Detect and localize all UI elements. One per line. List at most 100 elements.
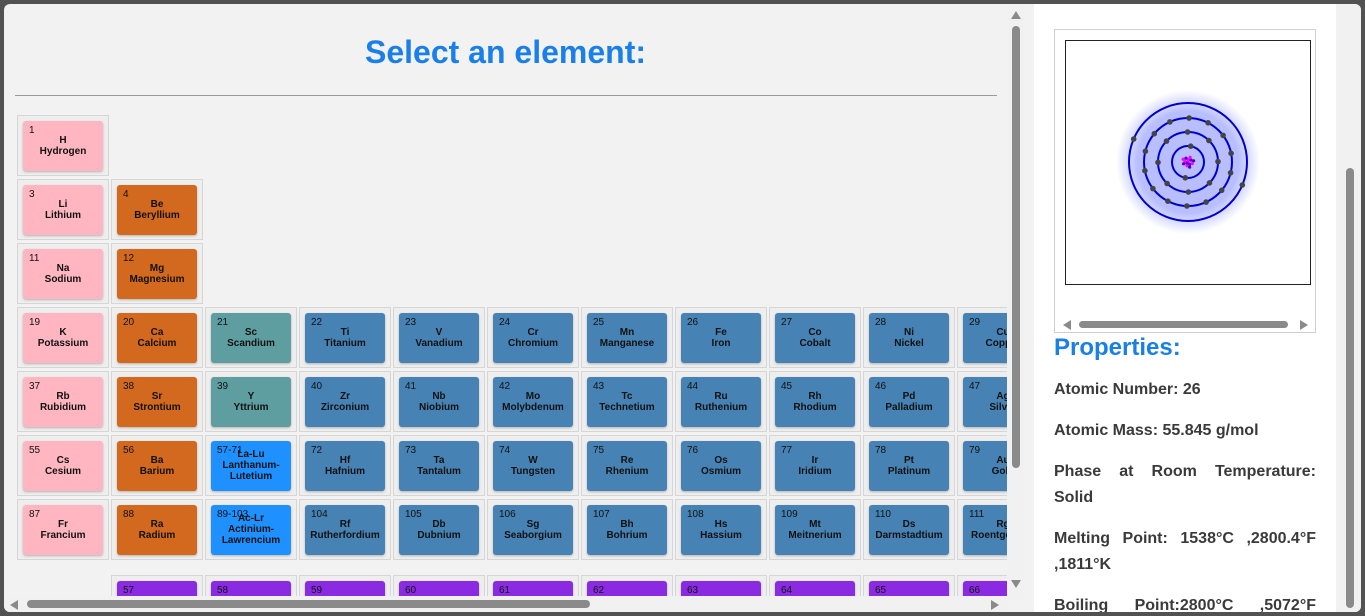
details-vertical-scrollbar[interactable] (1338, 4, 1361, 612)
element-tile[interactable]: 22 Ti Titanium (305, 313, 385, 363)
element-tile[interactable]: 107 Bh Bohrium (587, 505, 667, 555)
element-tile[interactable]: 63 (681, 581, 761, 600)
element-tile[interactable]: 12 Mg Magnesium (117, 249, 197, 299)
element-symbol: Ac-Lr (237, 513, 265, 524)
element-tile[interactable]: 76 Os Osmium (681, 441, 761, 491)
atom-horizontal-scroll-thumb[interactable] (1079, 321, 1288, 328)
element-tile[interactable]: 55 Cs Cesium (23, 441, 103, 491)
element-name: Scandium (227, 338, 275, 349)
element-tile[interactable]: 19 K Potassium (23, 313, 103, 363)
element-tile[interactable]: 61 (493, 581, 573, 600)
element-symbol: V (435, 327, 443, 338)
element-tile[interactable]: 11 Na Sodium (23, 249, 103, 299)
element-symbol: Sg (526, 519, 540, 530)
element-tile[interactable]: 104 Rf Rutherfordium (305, 505, 385, 555)
element-number: 65 (875, 585, 887, 596)
element-tile[interactable]: 3 Li Lithium (23, 185, 103, 235)
element-tile[interactable]: 27 Co Cobalt (775, 313, 855, 363)
element-tile[interactable]: 111 RgRoentgenium (963, 505, 1007, 555)
table-vertical-scroll-thumb[interactable] (1012, 26, 1020, 468)
element-tile[interactable]: 64 (775, 581, 855, 600)
element-tile[interactable]: 56 Ba Barium (117, 441, 197, 491)
element-symbol: Rh (808, 391, 822, 402)
element-tile[interactable]: 38 Sr Strontium (117, 377, 197, 427)
scroll-left-arrow-icon[interactable] (10, 600, 18, 610)
element-tile[interactable]: 75 Re Rhenium (587, 441, 667, 491)
scroll-down-arrow-icon[interactable] (1011, 580, 1021, 588)
details-vertical-scroll-thumb[interactable] (1346, 168, 1354, 608)
element-number: 79 (969, 445, 981, 456)
element-tile[interactable]: 109 Mt Meitnerium (775, 505, 855, 555)
element-tile[interactable]: 106 Sg Seaborgium (493, 505, 573, 555)
element-name: Meitnerium (788, 530, 842, 541)
element-tile[interactable]: 29 CuCopper (963, 313, 1007, 363)
atom-model-canvas[interactable] (1065, 40, 1311, 285)
table-horizontal-scroll-thumb[interactable] (27, 600, 590, 608)
element-tile[interactable]: 40 Zr Zirconium (305, 377, 385, 427)
element-symbol: Rb (56, 391, 70, 402)
atom-horizontal-scrollbar[interactable] (1055, 318, 1315, 332)
element-number: 41 (405, 381, 417, 392)
element-name: Nickel (894, 338, 924, 349)
scroll-right-arrow-icon[interactable] (991, 600, 999, 610)
element-name: Cesium (44, 466, 82, 477)
element-tile[interactable]: 88 Ra Radium (117, 505, 197, 555)
element-tile[interactable]: 105 Db Dubnium (399, 505, 479, 555)
element-tile[interactable]: 43 Tc Technetium (587, 377, 667, 427)
element-number: 47 (969, 381, 981, 392)
element-tile[interactable]: 25 Mn Manganese (587, 313, 667, 363)
table-horizontal-scrollbar[interactable] (4, 596, 1007, 612)
element-tile[interactable]: 37 Rb Rubidium (23, 377, 103, 427)
element-tile[interactable]: 62 (587, 581, 667, 600)
element-tile[interactable]: 1 H Hydrogen (23, 121, 103, 171)
element-number: 46 (875, 381, 887, 392)
element-tile[interactable]: 65 (869, 581, 949, 600)
element-tile[interactable]: 46 Pd Palladium (869, 377, 949, 427)
element-tile[interactable]: 24 Cr Chromium (493, 313, 573, 363)
element-tile[interactable]: 57 (117, 581, 197, 600)
element-tile[interactable]: 110 Ds Darmstadtium (869, 505, 949, 555)
table-vertical-scrollbar[interactable] (1007, 4, 1024, 600)
element-symbol: Ir (811, 455, 819, 466)
element-tile[interactable]: 39 Y Yttrium (211, 377, 291, 427)
nucleon (1190, 162, 1194, 166)
atom-scroll-right-arrow-icon[interactable] (1300, 320, 1308, 330)
element-tile[interactable]: 47 AgSilver (963, 377, 1007, 427)
element-tile[interactable]: 89-103 Ac-Lr Actinium-Lawrencium (211, 505, 291, 555)
element-tile[interactable]: 108 Hs Hassium (681, 505, 761, 555)
element-tile[interactable]: 23 V Vanadium (399, 313, 479, 363)
element-tile[interactable]: 60 (399, 581, 479, 600)
element-tile[interactable]: 44 Ru Ruthenium (681, 377, 761, 427)
element-tile[interactable]: 4 Be Beryllium (117, 185, 197, 235)
element-tile[interactable]: 72 Hf Hafnium (305, 441, 385, 491)
element-tile[interactable]: 58 (211, 581, 291, 600)
element-tile[interactable]: 21 Sc Scandium (211, 313, 291, 363)
element-symbol: Ba (150, 455, 164, 466)
element-cell: 25 Mn Manganese (581, 307, 673, 368)
element-cell: 62 (581, 575, 673, 600)
element-symbol: Cu (996, 327, 1007, 338)
element-tile[interactable]: 87 Fr Francium (23, 505, 103, 555)
element-number: 23 (405, 317, 417, 328)
element-tile[interactable]: 77 Ir Iridium (775, 441, 855, 491)
element-tile[interactable]: 26 Fe Iron (681, 313, 761, 363)
element-tile[interactable]: 42 Mo Molybdenum (493, 377, 573, 427)
element-tile[interactable]: 74 W Tungsten (493, 441, 573, 491)
element-tile[interactable]: 41 Nb Niobium (399, 377, 479, 427)
element-number: 3 (29, 189, 35, 200)
element-tile[interactable]: 57-71 La-Lu Lanthanum-Lutetium (211, 441, 291, 491)
element-tile[interactable]: 79 AuGold (963, 441, 1007, 491)
element-tile[interactable]: 20 Ca Calcium (117, 313, 197, 363)
element-number: 77 (781, 445, 793, 456)
element-tile[interactable]: 73 Ta Tantalum (399, 441, 479, 491)
element-tile[interactable]: 66 (963, 581, 1007, 600)
element-tile[interactable]: 59 (305, 581, 385, 600)
element-cell: 47 AgSilver (957, 371, 1007, 432)
element-tile[interactable]: 28 Ni Nickel (869, 313, 949, 363)
scroll-up-arrow-icon[interactable] (1011, 11, 1021, 19)
element-tile[interactable]: 78 Pt Platinum (869, 441, 949, 491)
element-tile[interactable]: 45 Rh Rhodium (775, 377, 855, 427)
atom-scroll-left-arrow-icon[interactable] (1063, 320, 1071, 330)
element-number: 27 (781, 317, 793, 328)
element-symbol: H (59, 135, 67, 146)
